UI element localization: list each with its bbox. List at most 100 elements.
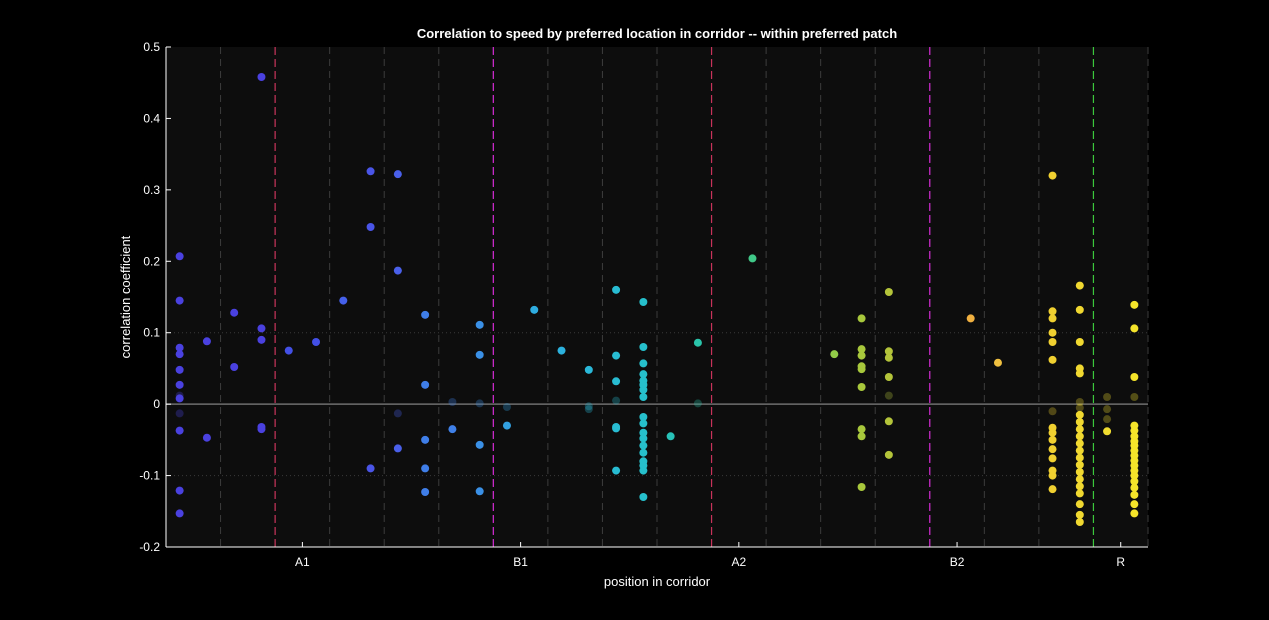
data-point — [1130, 477, 1139, 486]
data-point — [639, 493, 648, 501]
data-point — [884, 373, 893, 381]
data-point — [421, 310, 430, 319]
data-point — [1130, 490, 1139, 499]
data-point — [230, 308, 239, 317]
data-point — [1048, 307, 1057, 316]
data-point — [1130, 426, 1139, 435]
data-point — [1048, 328, 1057, 337]
y-tick-label: 0 — [153, 397, 160, 411]
data-point — [1103, 427, 1112, 436]
data-point — [1103, 393, 1112, 401]
data-point — [502, 403, 511, 411]
data-point — [421, 464, 430, 473]
data-point — [639, 385, 648, 394]
data-point — [639, 298, 648, 306]
data-point — [857, 314, 866, 323]
reference-lines — [166, 332, 1148, 477]
plot-area — [166, 47, 1148, 547]
y-tick-label: 0.3 — [143, 183, 160, 197]
data-point — [884, 347, 893, 356]
data-point — [1130, 300, 1139, 309]
y-tick-label: 0.5 — [143, 40, 160, 54]
data-point — [693, 399, 702, 408]
data-point — [1130, 500, 1139, 509]
data-point — [175, 394, 184, 403]
data-point — [1075, 403, 1084, 412]
data-point — [284, 346, 293, 355]
data-point — [612, 396, 621, 405]
data-point — [257, 335, 266, 344]
data-point — [1048, 355, 1057, 364]
data-point — [475, 399, 484, 408]
data-point — [557, 346, 566, 355]
data-point — [639, 419, 648, 428]
data-point — [1075, 369, 1084, 378]
data-point — [1130, 324, 1139, 333]
data-point — [257, 73, 266, 81]
data-point — [1075, 432, 1084, 441]
data-point — [257, 425, 266, 434]
data-point — [1075, 468, 1084, 476]
data-point — [1075, 500, 1084, 509]
data-point — [1075, 305, 1084, 314]
data-point — [639, 428, 648, 437]
data-point — [393, 444, 402, 453]
data-point — [639, 448, 648, 457]
data-point — [1048, 445, 1057, 454]
data-point — [475, 320, 484, 329]
data-point — [830, 350, 839, 359]
data-point — [448, 425, 457, 434]
data-point — [1075, 510, 1084, 519]
x-tick-label: A1 — [295, 555, 310, 569]
data-point — [666, 432, 675, 441]
data-point — [1103, 415, 1112, 424]
data-point — [175, 296, 184, 305]
data-point — [366, 223, 375, 231]
data-point — [175, 380, 184, 389]
x-ticks: A1 B1 A2 B2 R — [295, 542, 1125, 569]
data-point — [639, 434, 648, 443]
data-point — [202, 433, 211, 442]
y-tick-label: 0.1 — [143, 326, 160, 340]
data-point — [1048, 485, 1057, 494]
data-point — [1048, 471, 1057, 480]
data-point — [502, 421, 511, 430]
data-point — [1130, 483, 1139, 492]
data-point — [857, 383, 866, 391]
data-point — [612, 424, 621, 433]
axes — [165, 47, 1148, 548]
data-point — [612, 466, 621, 475]
data-point — [1048, 454, 1057, 463]
data-point — [857, 425, 866, 434]
data-point — [312, 338, 321, 346]
data-point — [1130, 471, 1139, 480]
data-point — [884, 417, 893, 426]
data-point — [1048, 407, 1057, 416]
data-point — [612, 377, 621, 386]
data-point — [1075, 489, 1084, 498]
data-point — [1075, 418, 1084, 426]
data-point — [857, 432, 866, 441]
data-point — [884, 391, 893, 400]
data-point — [393, 409, 402, 418]
x-tick-label: A2 — [731, 555, 746, 569]
data-point — [639, 466, 648, 475]
data-point — [884, 288, 893, 296]
data-point — [884, 450, 893, 459]
data-point — [857, 483, 866, 491]
data-point — [1048, 314, 1057, 323]
data-point — [366, 167, 375, 176]
data-point — [175, 252, 184, 261]
data-point — [639, 343, 648, 351]
data-point — [175, 426, 184, 435]
y-tick-label: -0.1 — [139, 469, 160, 483]
data-point — [421, 380, 430, 389]
data-point — [1048, 435, 1057, 444]
data-point — [175, 486, 184, 495]
data-point — [693, 338, 702, 347]
x-tick-label: R — [1116, 555, 1125, 569]
data-point — [639, 370, 648, 379]
data-point — [612, 285, 621, 294]
data-point — [857, 345, 866, 354]
data-point — [1075, 281, 1084, 290]
